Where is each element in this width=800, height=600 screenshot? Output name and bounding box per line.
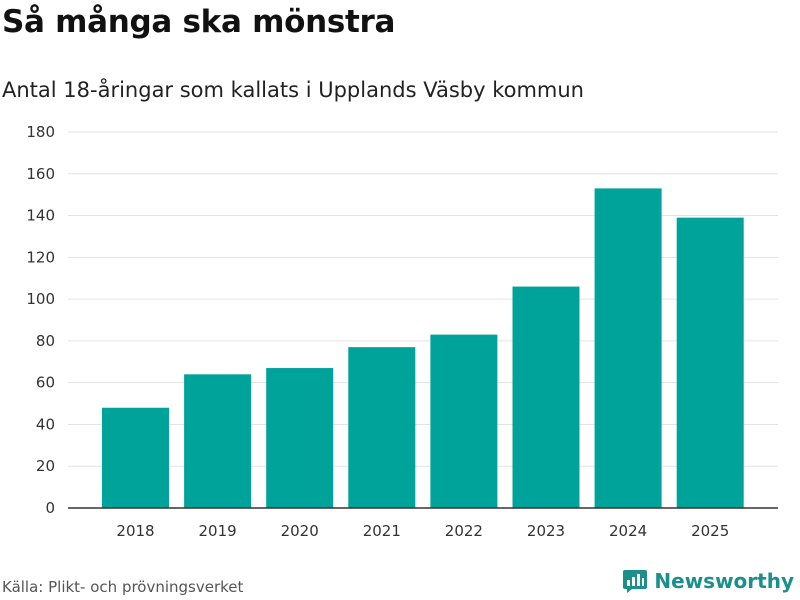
x-tick-label: 2022 [445, 522, 483, 540]
bar-2023 [512, 286, 580, 508]
x-tick-label: 2020 [281, 522, 319, 540]
y-tick-label: 60 [36, 374, 55, 392]
y-tick-label: 80 [36, 332, 55, 350]
x-tick-label: 2023 [527, 522, 565, 540]
bar-2019 [184, 374, 252, 508]
bar-2021 [348, 347, 416, 508]
y-tick-label: 120 [26, 248, 55, 266]
source-note: Källa: Plikt- och prövningsverket [2, 578, 244, 596]
bar-2018 [102, 407, 169, 508]
chart-title: Så många ska mönstra [2, 4, 396, 40]
y-tick-label: 20 [36, 457, 55, 475]
y-tick-label: 140 [26, 207, 55, 225]
x-tick-label: 2018 [116, 522, 154, 540]
bar-2025 [676, 217, 744, 508]
x-tick-label: 2019 [199, 522, 237, 540]
y-tick-label: 180 [26, 123, 55, 141]
bar-2020 [266, 368, 334, 508]
bar-2022 [430, 334, 498, 508]
x-tick-label: 2024 [609, 522, 647, 540]
x-tick-label: 2025 [691, 522, 729, 540]
newsworthy-logo-icon [623, 570, 648, 593]
y-tick-label: 100 [26, 290, 55, 308]
grid-lines [68, 131, 778, 467]
brand-name: Newsworthy [654, 569, 794, 593]
y-tick-label: 40 [36, 415, 55, 433]
bar-2024 [594, 188, 662, 508]
bars [102, 188, 744, 508]
y-tick-label: 0 [45, 499, 55, 517]
chart-subtitle: Antal 18-åringar som kallats i Upplands … [2, 78, 584, 102]
tick-labels: 0 20 40 60 80 100 120 140 160 180 2018 2019 2020 2021… [26, 123, 729, 540]
y-tick-label: 160 [26, 165, 55, 183]
x-tick-label: 2021 [363, 522, 401, 540]
brand-logo[interactable]: Newsworthy [622, 568, 794, 594]
